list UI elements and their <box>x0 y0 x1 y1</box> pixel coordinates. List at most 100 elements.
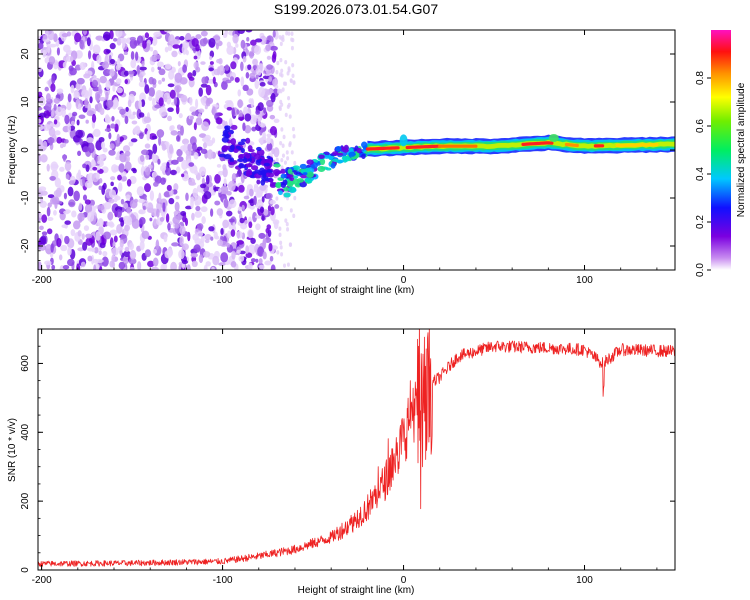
noise-blob <box>255 223 261 231</box>
noise-blob <box>284 81 288 87</box>
noise-blob <box>176 148 183 157</box>
noise-blob <box>251 126 257 132</box>
noise-blob <box>169 89 176 99</box>
noise-blob <box>187 143 193 152</box>
noise-blob <box>230 229 236 237</box>
track-blob <box>238 154 244 160</box>
noise-blob <box>252 64 258 70</box>
noise-blob <box>218 58 223 65</box>
noise-blob <box>93 264 97 270</box>
noise-blob <box>138 132 144 140</box>
noise-blob <box>167 107 174 113</box>
noise-blob <box>235 43 239 48</box>
noise-blob <box>200 83 208 88</box>
track-blob <box>283 192 291 198</box>
noise-blob <box>67 124 71 133</box>
noise-blob <box>151 171 158 178</box>
noise-blob <box>164 63 172 70</box>
noise-blob <box>180 94 188 103</box>
noise-blob <box>95 172 100 180</box>
noise-blob <box>245 30 253 33</box>
noise-blob <box>100 141 106 150</box>
snr-x-label: Height of straight line (km) <box>298 585 415 596</box>
noise-blob <box>47 43 51 54</box>
noise-blob <box>108 149 116 156</box>
noise-blob <box>284 218 288 223</box>
noise-blob <box>289 78 293 84</box>
noise-blob <box>46 228 53 235</box>
noise-blob <box>82 146 90 153</box>
track-blob <box>348 151 356 157</box>
noise-blob <box>70 84 75 94</box>
noise-blob <box>38 106 43 111</box>
noise-blob <box>138 99 142 109</box>
noise-blob <box>67 93 72 103</box>
noise-blob <box>84 203 93 214</box>
spectrogram-y-tick-label: -10 <box>20 190 31 205</box>
noise-blob <box>124 115 129 125</box>
noise-blob <box>122 202 129 210</box>
noise-blob <box>144 183 151 193</box>
track-blob <box>273 163 281 168</box>
noise-blob <box>84 98 89 109</box>
noise-blob <box>269 255 274 262</box>
track-blob <box>242 157 248 164</box>
noise-blob <box>50 161 59 172</box>
noise-blob <box>130 50 135 61</box>
noise-blob <box>266 99 274 107</box>
noise-blob <box>259 35 267 45</box>
noise-blob <box>38 186 47 192</box>
noise-blob <box>74 32 82 43</box>
noise-blob <box>256 179 261 185</box>
noise-blob <box>44 57 51 64</box>
colorbar-tick-label: 0.2 <box>695 215 706 229</box>
noise-blob <box>208 37 216 48</box>
noise-blob <box>193 244 201 253</box>
signal-hot-segment <box>521 141 554 146</box>
noise-blob <box>112 37 118 42</box>
signal-hot-segment <box>615 143 659 148</box>
noise-blob <box>175 166 181 174</box>
noise-blob <box>273 118 280 124</box>
noise-blob <box>47 137 55 144</box>
noise-blob <box>142 40 147 49</box>
noise-blob <box>98 84 102 93</box>
noise-blob <box>263 96 270 101</box>
noise-blob <box>164 46 169 53</box>
noise-blob <box>125 194 131 200</box>
noise-blob <box>158 136 162 146</box>
track-blob <box>306 159 314 165</box>
noise-blob <box>64 114 70 125</box>
track-blob <box>286 174 294 178</box>
noise-blob <box>228 199 237 209</box>
noise-blob <box>75 82 81 90</box>
noise-blob <box>103 231 111 240</box>
noise-blob <box>271 53 277 63</box>
noise-blob <box>159 216 165 222</box>
noise-blob <box>92 44 101 55</box>
noise-blob <box>201 177 205 185</box>
noise-blob <box>258 232 266 239</box>
noise-blob <box>40 46 48 56</box>
noise-blob <box>85 233 93 239</box>
noise-blob <box>273 221 279 230</box>
snr-y-tick-label: 200 <box>20 492 31 509</box>
noise-blob <box>160 264 166 270</box>
noise-blob <box>257 102 264 112</box>
noise-blob <box>48 127 56 137</box>
spectrogram-y-tick-label: 20 <box>20 48 31 60</box>
noise-blob <box>81 233 85 240</box>
snr-x-tick-label: -100 <box>213 575 233 586</box>
noise-blob <box>129 36 136 41</box>
noise-blob <box>211 106 216 116</box>
noise-blob <box>188 76 195 81</box>
noise-blob <box>279 72 283 77</box>
noise-blob <box>59 143 64 149</box>
noise-blob <box>279 140 283 146</box>
noise-blob <box>121 175 127 182</box>
noise-blob <box>284 112 288 118</box>
noise-blob <box>161 143 167 151</box>
noise-blob <box>290 150 294 155</box>
noise-blob <box>84 180 93 189</box>
noise-blob <box>282 263 286 268</box>
